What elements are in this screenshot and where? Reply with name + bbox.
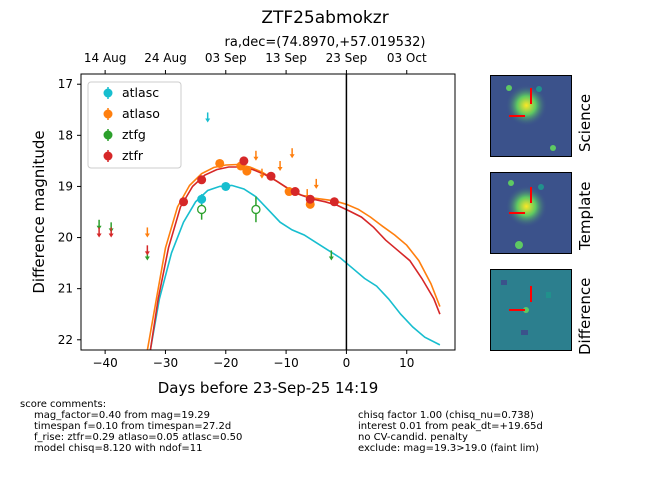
x-tick-label: 0 [343,356,351,370]
upper-limit-head-atlasc [205,118,211,123]
upper-limit-head-atlaso [277,167,283,171]
legend-label-ztfr: ztfr [122,148,144,163]
science-stamp [490,75,572,157]
nondetection-ztfg [251,204,261,215]
legend-label-atlasc: atlasc [122,85,159,100]
template-label: Template [576,181,594,250]
legend-box [87,81,182,169]
comment-line: timespan f=0.10 from timespan=27.2d [34,421,232,432]
legend-marker-atlaso [103,109,113,119]
y-tick-label: 19 [58,179,73,193]
upper-limit-head-ztfg [144,256,150,261]
data-point-ztfr [290,187,300,197]
upper-limit-head-atlaso [253,156,259,161]
upper-limit-head-atlaso [289,154,295,159]
x-tick-label: −10 [273,356,298,370]
comment-line: no CV-candid. penalty [358,432,468,443]
comment-line: chisq factor 1.00 (chisq_nu=0.738) [358,410,534,421]
comments-heading: score comments: [20,399,107,410]
top-tick-label: 24 Aug [144,51,187,65]
top-tick-label: 13 Sep [265,51,307,65]
top-tick-label: 23 Sep [326,51,368,65]
y-tick-label: 22 [58,333,73,347]
comment-line: exclude: mag=19.3>19.0 (faint lim) [358,443,540,454]
top-tick-label: 14 Aug [84,51,127,65]
data-point-ztfr [329,197,339,207]
y-tick-label: 18 [58,128,73,142]
y-tick-label: 21 [58,282,73,296]
comment-line: f_rise: ztfr=0.29 atlaso=0.05 atlasc=0.5… [34,432,243,443]
upper-limit-head-atlaso [144,233,150,238]
science-label: Science [576,93,594,152]
comment-line: interest 0.01 from peak_dt=+19.65d [358,421,543,432]
data-point-ztfr [266,171,276,181]
x-axis-label: Days before 23-Sep-25 14:19 [158,379,379,397]
legend-label-atlaso: atlaso [122,106,160,121]
difference-stamp [490,269,572,351]
upper-limit-head-ztfr [144,251,150,256]
data-point-ztfr [179,197,189,207]
plot-frame [80,73,456,351]
template-stamp [490,172,572,254]
data-point-ztfr [305,194,315,204]
data-point-atlaso [215,158,225,168]
difference-label: Difference [576,277,594,355]
model-curve-atlasc [149,184,441,350]
score-comments-right: chisq factor 1.00 (chisq_nu=0.738) inter… [358,410,543,454]
data-point-atlaso [242,166,252,176]
y-axis-label: Difference magnitude [30,130,48,293]
data-point-atlasc [221,181,231,191]
legend-marker-ztfr [103,151,113,161]
score-comments: score comments: mag_factor=0.40 from mag… [20,399,242,454]
nondetection-ztfg [196,204,207,215]
data-point-ztfr [197,175,207,185]
upper-limit-head-atlaso [313,184,319,189]
upper-limit-head-ztfg [328,256,334,261]
chart-subtitle: ra,dec=(74.8970,+57.019532) [224,35,426,50]
y-tick-label: 17 [58,77,73,91]
legend-label-ztfg: ztfg [122,127,146,142]
comment-line: mag_factor=0.40 from mag=19.29 [34,410,211,421]
data-point-atlasc [197,194,207,204]
x-tick-label: 10 [399,356,414,370]
upper-limit-head-ztfr [96,233,102,238]
x-tick-label: −30 [153,356,178,370]
legend-marker-ztfg [103,130,113,140]
top-tick-label: 03 Oct [387,51,427,65]
y-tick-label: 20 [58,231,73,245]
x-tick-label: −20 [213,356,238,370]
x-tick-label: −40 [92,356,117,370]
comment-line: model chisq=8.120 with ndof=11 [34,443,203,454]
upper-limit-head-atlaso [259,174,265,179]
data-point-ztfr [239,156,249,166]
chart-title: ZTF25abmokzr [261,8,389,28]
legend-marker-atlasc [103,88,113,98]
upper-limit-head-ztfr [108,233,114,238]
top-tick-label: 03 Sep [205,51,247,65]
